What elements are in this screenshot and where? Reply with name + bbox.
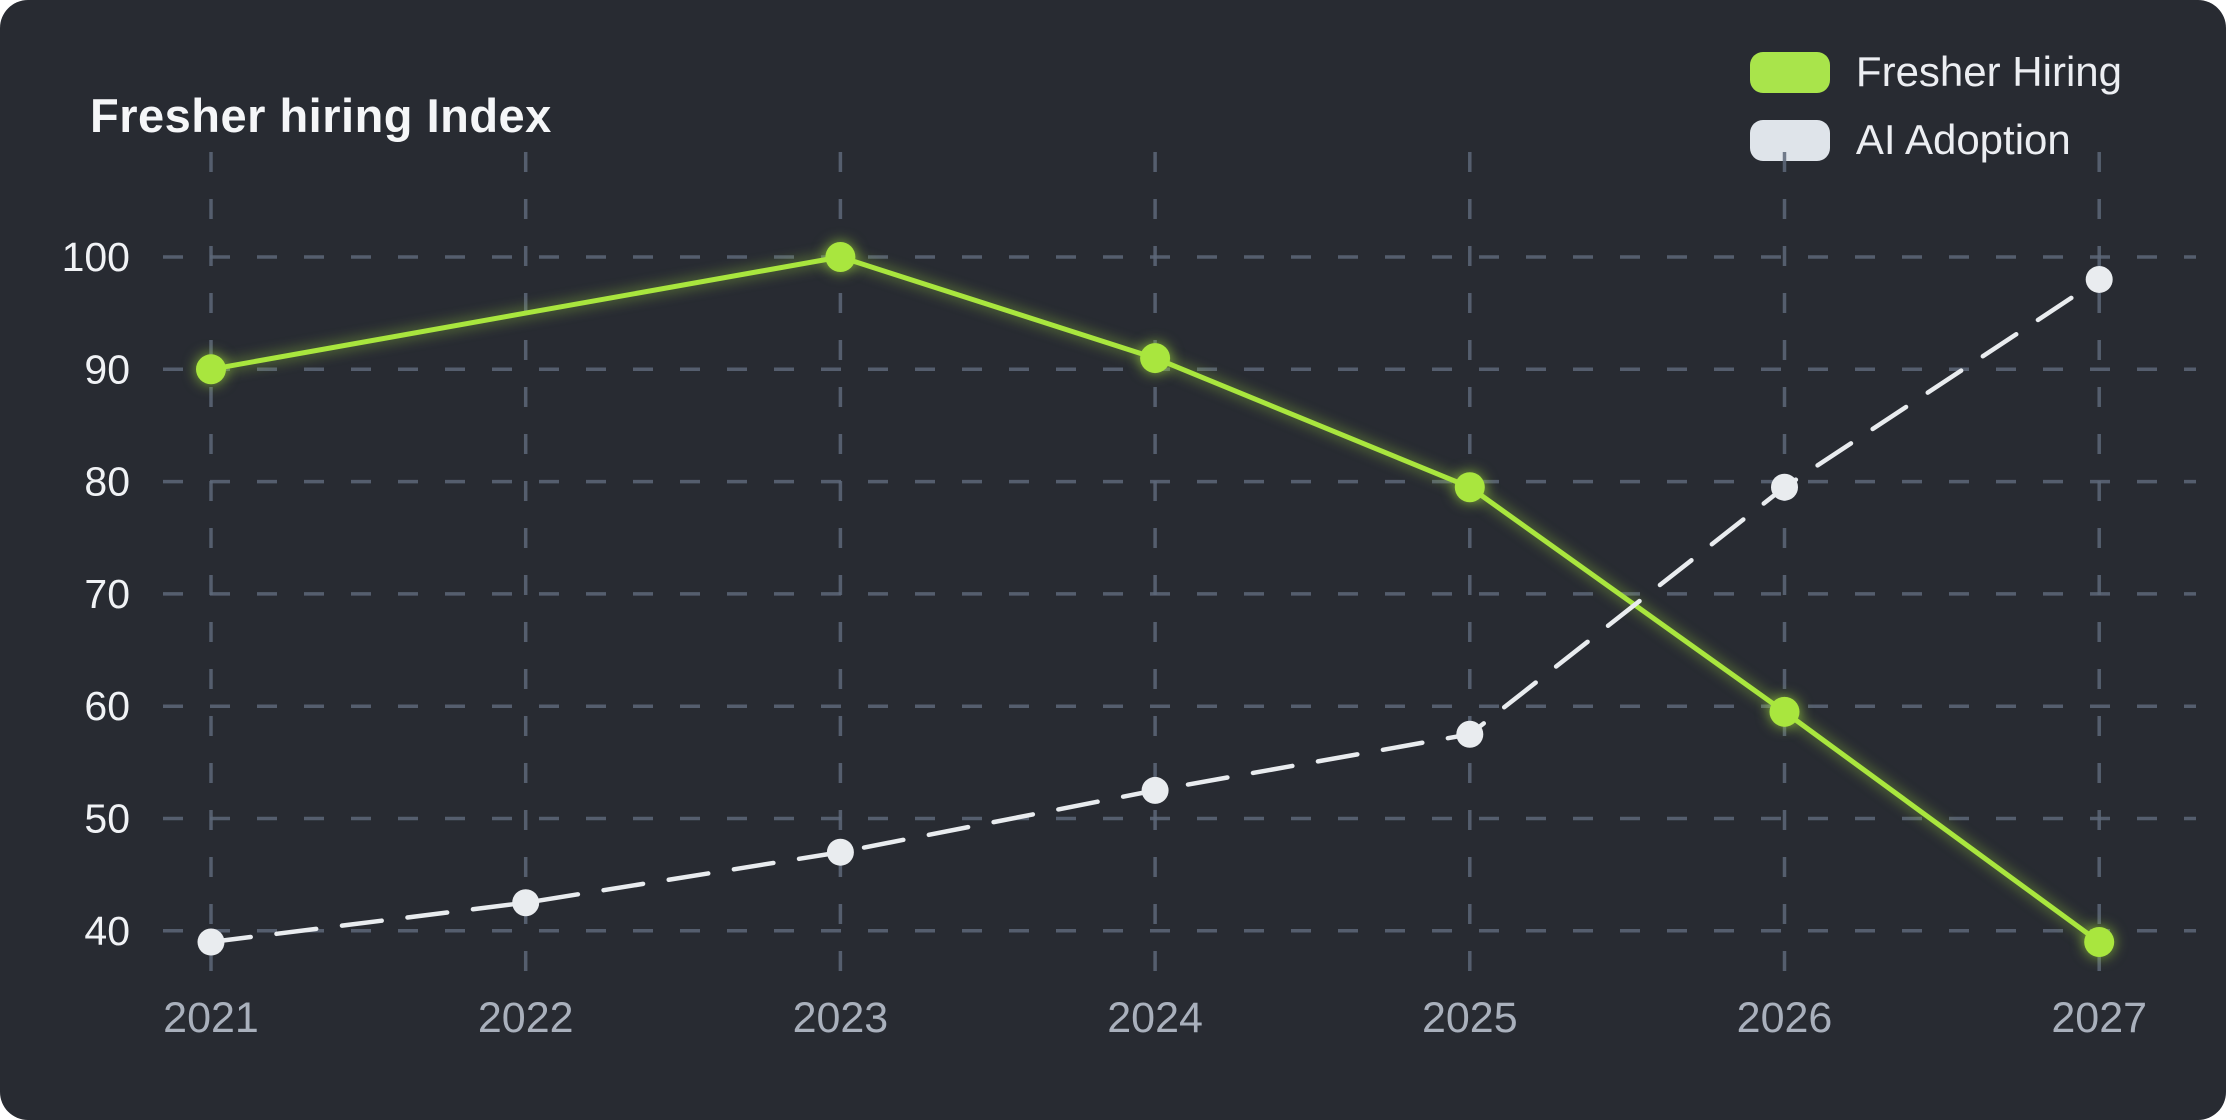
data-point-ai-adoption-2021 [197, 928, 225, 956]
x-tick-label: 2022 [478, 994, 574, 1042]
chart-title: Fresher hiring Index [90, 89, 552, 142]
x-tick-label: 2021 [163, 994, 259, 1042]
data-point-fresher-hiring-2021 [196, 354, 226, 385]
x-tick-label: 2024 [1107, 994, 1203, 1042]
legend-item-fresher-hiring: Fresher Hiring [1749, 48, 2122, 96]
y-tick-label: 60 [84, 683, 130, 729]
data-point-ai-adoption-2022 [512, 889, 540, 917]
y-tick-label: 100 [62, 234, 130, 280]
x-tick-label: 2026 [1737, 994, 1833, 1042]
legend-label-fresher-hiring: Fresher Hiring [1855, 48, 2122, 95]
x-tick-label: 2027 [2051, 994, 2147, 1042]
legend-swatch-ai-adoption [1749, 119, 1830, 161]
x-tick-label: 2023 [793, 994, 889, 1042]
data-point-ai-adoption-2027 [2085, 265, 2113, 293]
grid-horizontal [163, 255, 2196, 933]
legend-item-ai-adoption: AI Adoption [1749, 116, 2122, 164]
legend-swatch-fresher-hiring [1749, 51, 1830, 93]
data-point-ai-adoption-2025 [1456, 720, 1484, 748]
y-tick-label: 70 [84, 571, 130, 617]
y-tick-label: 90 [84, 346, 130, 392]
data-point-ai-adoption-2024 [1141, 776, 1169, 804]
chart-legend: Fresher Hiring AI Adoption [1749, 48, 2122, 164]
y-tick-label: 80 [84, 459, 130, 505]
data-point-fresher-hiring-2025 [1454, 472, 1485, 503]
series-markers [196, 242, 2115, 958]
y-tick-label: 50 [84, 796, 130, 842]
y-tick-label: 40 [84, 908, 130, 954]
data-point-fresher-hiring-2027 [2084, 927, 2115, 958]
grid-vertical [209, 152, 2101, 983]
data-point-fresher-hiring-2026 [1769, 696, 1800, 727]
x-tick-label: 2025 [1422, 994, 1518, 1042]
data-point-fresher-hiring-2023 [825, 242, 856, 272]
series-line-ai-adoption [208, 277, 2102, 945]
legend-label-ai-adoption: AI Adoption [1855, 116, 2071, 163]
data-point-fresher-hiring-2024 [1140, 343, 1171, 374]
x-axis-labels: 2021 2022 2023 2024 2025 2026 2027 [163, 994, 2147, 1042]
data-point-ai-adoption-2023 [826, 838, 854, 866]
y-axis-labels: 100 90 80 70 60 50 40 [62, 234, 130, 954]
data-point-ai-adoption-2026 [1771, 473, 1798, 501]
